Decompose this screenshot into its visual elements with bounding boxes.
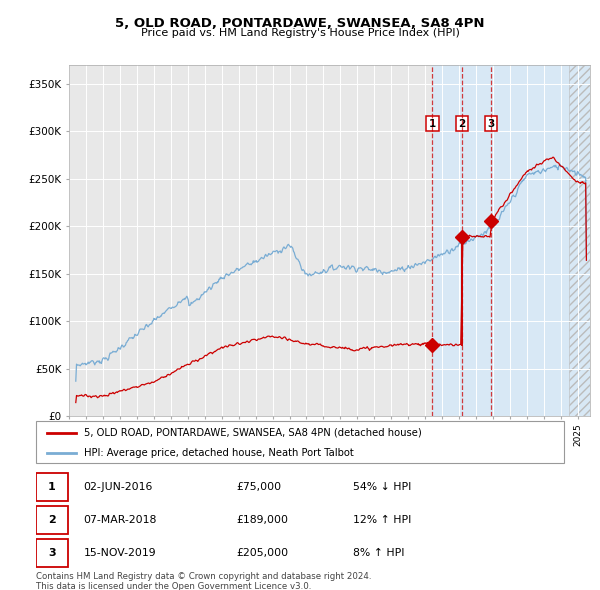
Text: £75,000: £75,000 — [236, 482, 282, 491]
Text: This data is licensed under the Open Government Licence v3.0.: This data is licensed under the Open Gov… — [36, 582, 311, 590]
Text: Price paid vs. HM Land Registry's House Price Index (HPI): Price paid vs. HM Land Registry's House … — [140, 28, 460, 38]
FancyBboxPatch shape — [36, 473, 68, 501]
Text: Contains HM Land Registry data © Crown copyright and database right 2024.: Contains HM Land Registry data © Crown c… — [36, 572, 371, 581]
Text: 1: 1 — [429, 119, 436, 129]
Text: 2: 2 — [48, 515, 56, 525]
Text: HPI: Average price, detached house, Neath Port Talbot: HPI: Average price, detached house, Neat… — [83, 448, 353, 457]
Text: £205,000: £205,000 — [236, 548, 289, 558]
Text: 1: 1 — [48, 482, 56, 491]
Text: 07-MAR-2018: 07-MAR-2018 — [83, 515, 157, 525]
Text: 5, OLD ROAD, PONTARDAWE, SWANSEA, SA8 4PN: 5, OLD ROAD, PONTARDAWE, SWANSEA, SA8 4P… — [115, 17, 485, 30]
Text: 02-JUN-2016: 02-JUN-2016 — [83, 482, 153, 491]
Text: £189,000: £189,000 — [236, 515, 289, 525]
Text: 3: 3 — [48, 548, 56, 558]
Text: 54% ↓ HPI: 54% ↓ HPI — [353, 482, 411, 491]
Text: 2: 2 — [458, 119, 466, 129]
Text: 8% ↑ HPI: 8% ↑ HPI — [353, 548, 404, 558]
FancyBboxPatch shape — [36, 539, 68, 567]
FancyBboxPatch shape — [36, 421, 564, 463]
Text: 3: 3 — [487, 119, 494, 129]
FancyBboxPatch shape — [36, 506, 68, 534]
Text: 5, OLD ROAD, PONTARDAWE, SWANSEA, SA8 4PN (detached house): 5, OLD ROAD, PONTARDAWE, SWANSEA, SA8 4P… — [83, 428, 421, 438]
Text: 12% ↑ HPI: 12% ↑ HPI — [353, 515, 411, 525]
Text: 15-NOV-2019: 15-NOV-2019 — [83, 548, 156, 558]
Bar — [433, 65, 590, 416]
